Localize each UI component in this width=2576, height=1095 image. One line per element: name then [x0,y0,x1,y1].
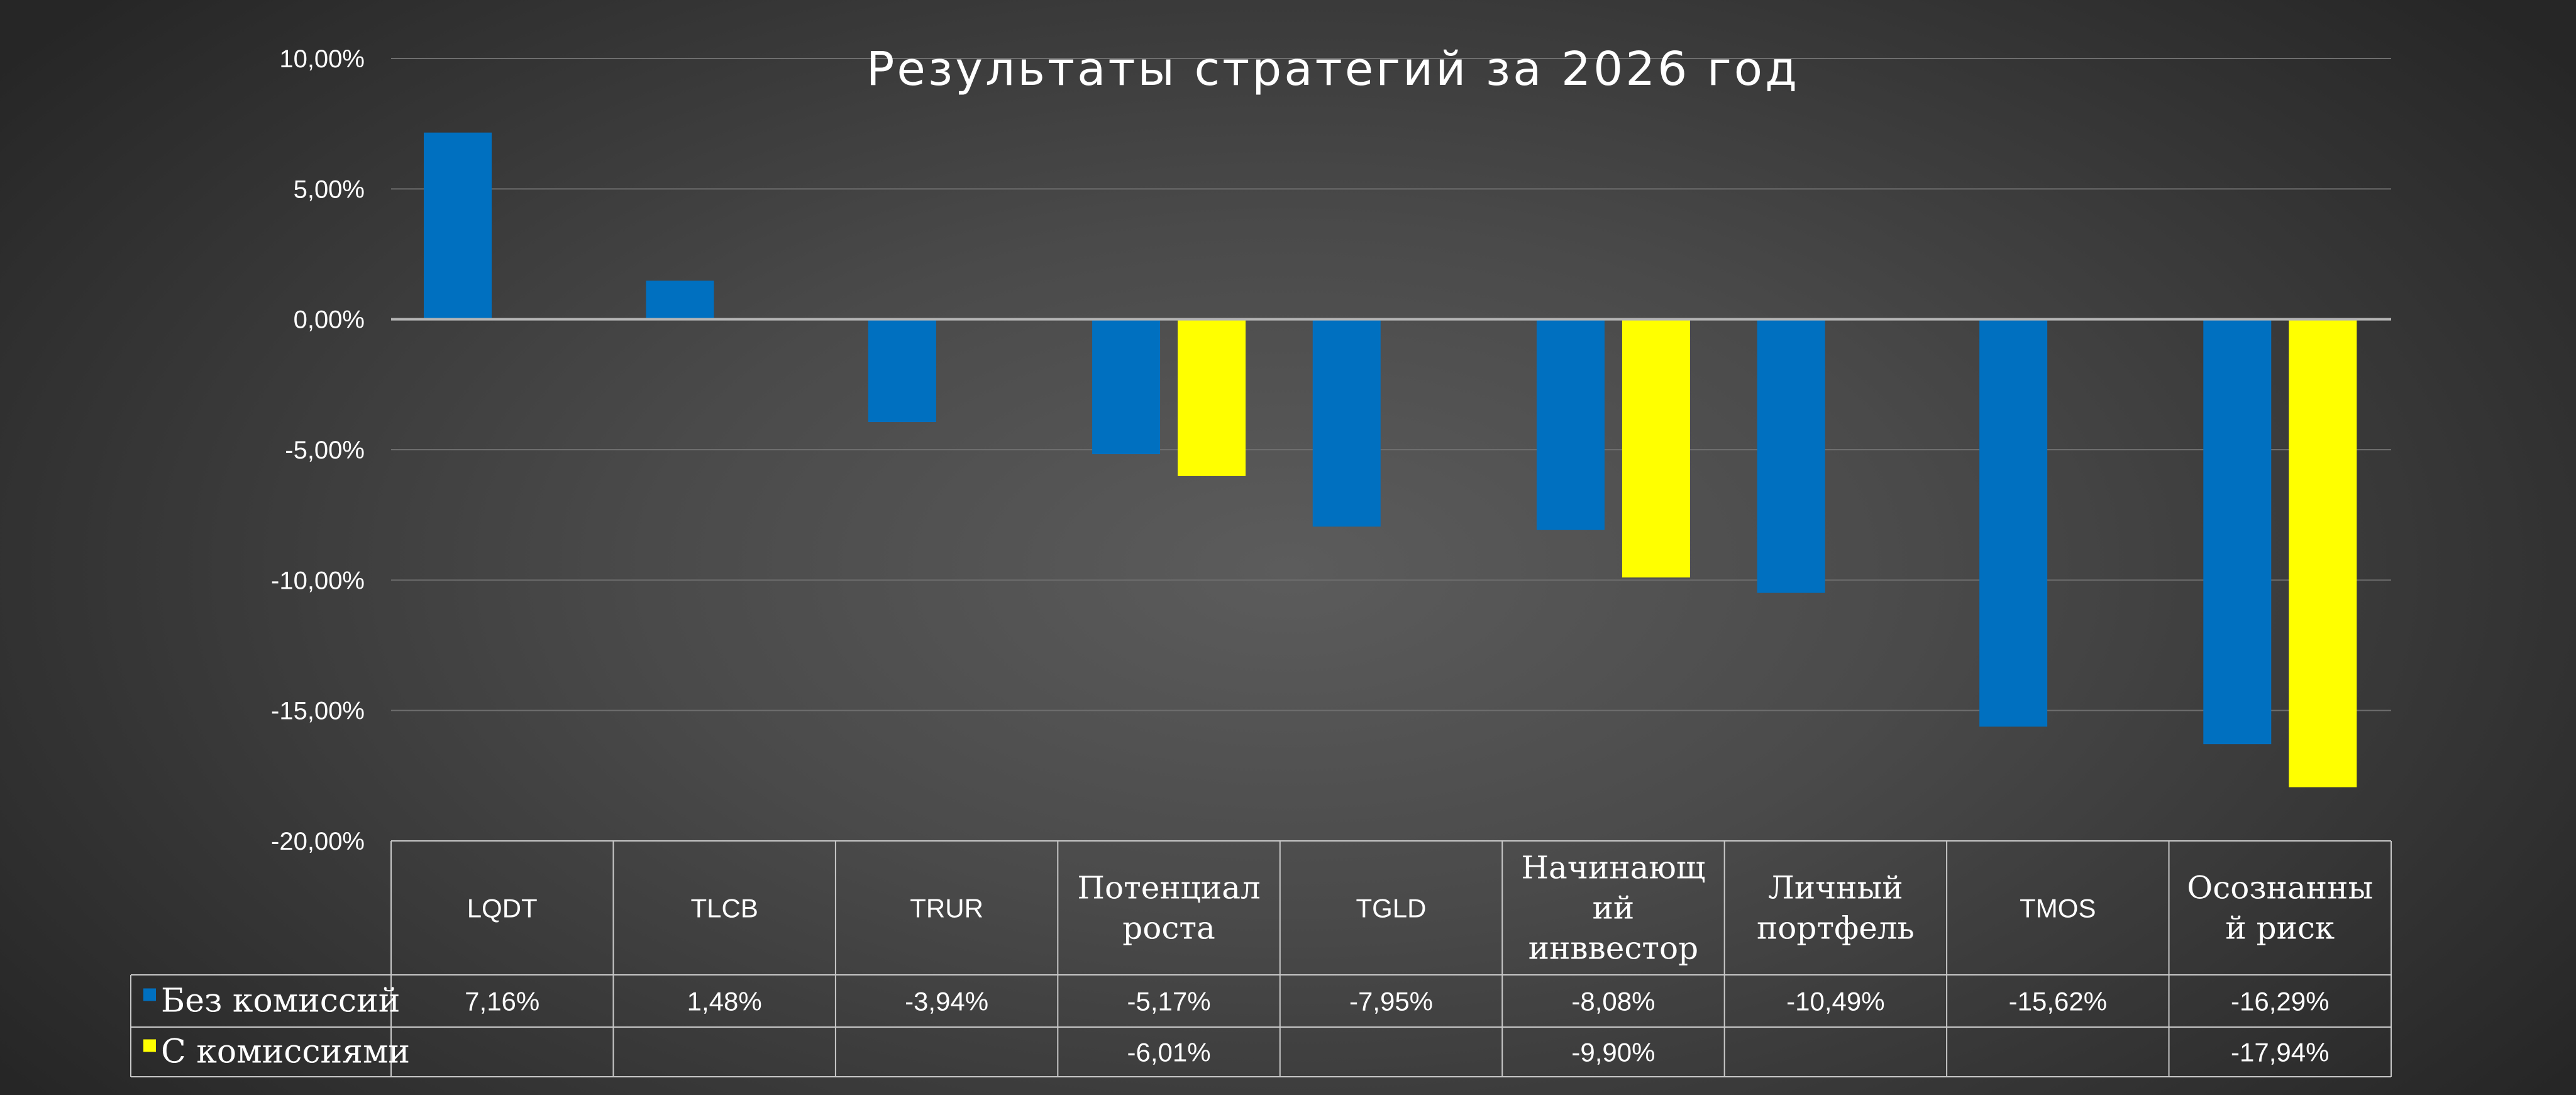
category-label: TRUR [910,894,983,923]
legend-key-no-commission [143,988,156,1001]
y-tick-label: -20,00% [271,828,365,855]
bar-with-commission [1178,319,1246,476]
y-tick-label: 5,00% [294,175,365,203]
category-label-line: роста [1122,910,1215,947]
data-table: LQDT TLCB TRUR Потенциал роста TGLD Начинающ ий… [130,840,2392,1077]
category-label-line: TGLD [1356,894,1426,923]
category-label: TMOS [2020,894,2096,923]
gridlines [391,58,2391,711]
data-table-value: -5,17% [1127,987,1211,1016]
bar-no-commission [868,319,936,423]
category-label-line: инввестор [1528,930,1698,967]
category-label-line: портфель [1757,910,1915,947]
category-label-line: Потенциал [1077,870,1260,906]
data-table-value: -8,08% [1571,987,1655,1016]
bar-no-commission [2203,319,2272,745]
data-table-value: -17,94% [2231,1038,2329,1067]
data-table-value: -6,01% [1127,1038,1211,1067]
y-tick-label: -5,00% [285,436,365,464]
y-tick-label: 0,00% [294,306,365,334]
category-label-line: Личный [1768,870,1903,906]
y-tick-label: -10,00% [271,567,365,594]
bar-no-commission [1312,319,1381,527]
category-label: Личный портфель [1757,870,1915,947]
bar-no-commission [1757,319,1825,593]
bar-no-commission [424,132,492,320]
data-table-value: -3,94% [905,987,988,1016]
chart-title: Результаты стратегий за 2026 год [866,42,1799,96]
bar-with-commission [1622,319,1690,578]
category-label-line: TMOS [2020,894,2096,923]
data-table-value: -9,90% [1571,1038,1655,1067]
category-label: TGLD [1356,894,1426,923]
bar-no-commission [1092,319,1161,455]
bar-no-commission [1536,319,1605,530]
data-table-value: -16,29% [2231,987,2329,1016]
data-table-value: -15,62% [2009,987,2107,1016]
data-table-value: -10,49% [1786,987,1884,1016]
series-name-no-commission: Без комиссий [161,982,400,1020]
data-table-value: 1,48% [687,987,762,1016]
category-label-line: LQDT [467,894,538,923]
category-label-line: й риск [2225,910,2335,947]
legend-key-with-commission [143,1039,156,1052]
category-label: TLCB [690,894,758,923]
data-table-value: -7,95% [1349,987,1433,1016]
category-label: Потенциал роста [1077,870,1260,947]
bar-no-commission [646,281,714,320]
category-label-line: TLCB [690,894,758,923]
category-label: Осознанны й риск [2187,870,2373,947]
category-label-line: Начинающ [1521,850,1705,886]
category-label-line: Осознанны [2187,870,2373,906]
category-label-line: TRUR [910,894,983,923]
y-tick-label: -15,00% [271,698,365,725]
y-tick-label: 10,00% [279,45,365,73]
bar-with-commission [2289,319,2357,787]
category-label: LQDT [467,894,538,923]
category-label: Начинающ ий инввестор [1521,850,1705,967]
series-name-with-commission: С комиссиями [161,1033,410,1071]
category-label-line: ий [1593,890,1635,926]
bar-no-commission [1979,319,2048,727]
y-axis: 10,00% 5,00% 0,00% -5,00% -10,00% -15,00% -20,… [271,45,365,855]
data-table-value: 7,16% [465,987,539,1016]
bars [391,132,2391,787]
